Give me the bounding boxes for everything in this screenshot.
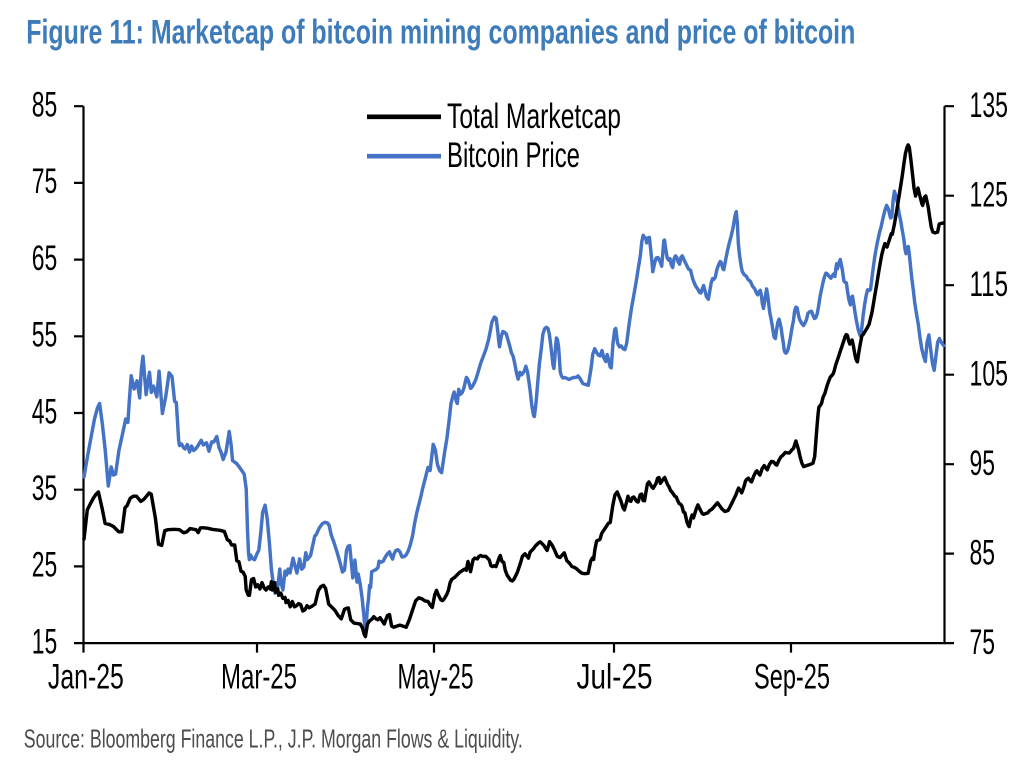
svg-text:Source: Bloomberg Finance L.P.: Source: Bloomberg Finance L.P., J.P. Mor… [24, 723, 523, 753]
svg-text:95: 95 [970, 444, 996, 483]
svg-text:May-25: May-25 [398, 658, 474, 697]
svg-text:115: 115 [970, 265, 1009, 304]
svg-text:Mar-25: Mar-25 [221, 658, 297, 697]
svg-text:Figure 11: Marketcap of bitcoi: Figure 11: Marketcap of bitcoin mining c… [26, 13, 855, 51]
svg-text:125: 125 [970, 176, 1009, 215]
svg-text:85: 85 [32, 86, 58, 125]
svg-text:65: 65 [32, 239, 58, 278]
svg-text:35: 35 [32, 469, 58, 508]
svg-text:75: 75 [32, 162, 58, 201]
svg-text:135: 135 [970, 86, 1009, 125]
svg-text:Jul-25: Jul-25 [577, 658, 653, 697]
svg-text:75: 75 [970, 623, 996, 662]
svg-text:15: 15 [32, 622, 58, 661]
svg-text:Bitcoin Price: Bitcoin Price [447, 136, 580, 175]
svg-text:105: 105 [970, 355, 1009, 394]
svg-text:45: 45 [32, 392, 58, 431]
svg-text:55: 55 [32, 316, 58, 355]
svg-text:Total Marketcap: Total Marketcap [447, 97, 621, 136]
svg-text:Jan-25: Jan-25 [48, 658, 124, 697]
svg-text:Sep-25: Sep-25 [754, 658, 830, 697]
svg-text:85: 85 [970, 534, 996, 573]
svg-text:25: 25 [32, 546, 58, 585]
